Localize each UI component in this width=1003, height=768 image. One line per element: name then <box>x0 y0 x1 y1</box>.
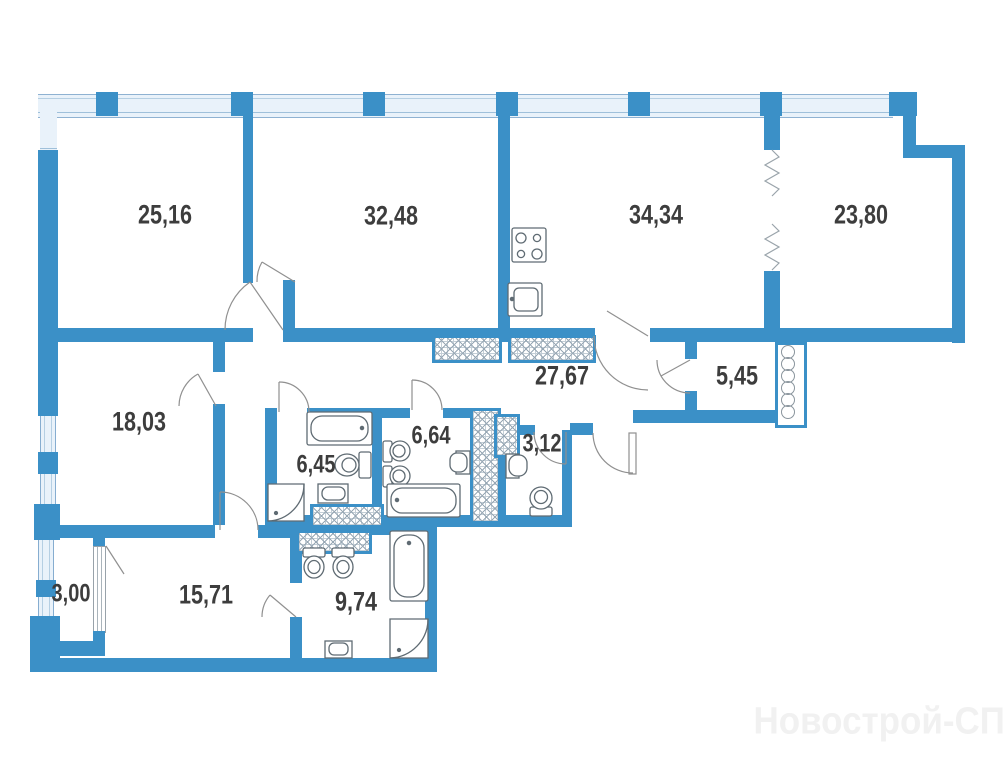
room-area-label: 6,64 <box>411 421 451 450</box>
wall <box>243 115 253 283</box>
window-icon <box>40 474 56 504</box>
room-area-label: 15,71 <box>178 579 234 610</box>
window-icon <box>40 416 56 452</box>
toilet-icon <box>334 451 372 479</box>
wall <box>44 641 105 656</box>
window-icon <box>40 94 57 154</box>
facade-pier <box>496 92 518 116</box>
facade-pier <box>760 92 782 116</box>
window-icon <box>38 540 54 580</box>
room-area-label: 23,80 <box>833 199 889 230</box>
wall <box>58 525 215 538</box>
window-icon <box>38 597 54 616</box>
washbasin-icon <box>317 483 349 504</box>
bathtub-icon <box>389 530 429 602</box>
wall <box>93 536 105 546</box>
wall <box>685 342 697 359</box>
wall <box>290 617 302 672</box>
wall <box>213 342 225 372</box>
wall <box>38 150 58 416</box>
toilet-icon <box>382 440 411 463</box>
wall <box>93 631 105 641</box>
toilet-icon <box>382 465 411 488</box>
wall <box>30 658 437 672</box>
wall <box>38 452 58 474</box>
door-swing-icon <box>105 261 691 618</box>
wall <box>633 410 800 423</box>
shower-cabin-icon <box>389 618 429 659</box>
room-area-label: 9,74 <box>334 586 378 617</box>
wall <box>258 525 290 538</box>
wall <box>213 404 225 525</box>
room-area-label: 3,12 <box>522 429 562 458</box>
facade-pier <box>628 92 650 116</box>
wall <box>764 116 780 150</box>
stove-icon <box>511 227 547 263</box>
wall <box>562 430 572 527</box>
room-area-label: 5,45 <box>715 360 759 391</box>
washbasin-icon <box>324 640 353 659</box>
wall <box>56 328 253 342</box>
facade-pier <box>231 92 253 116</box>
room-area-label: 27,67 <box>534 360 590 391</box>
wall <box>443 408 472 418</box>
wall <box>34 504 60 540</box>
wall <box>903 112 916 148</box>
wall <box>512 425 535 435</box>
ventilation-shaft-icon <box>470 408 501 524</box>
room-area-label: 25,16 <box>137 199 193 230</box>
wall <box>952 155 965 343</box>
wall <box>498 115 510 342</box>
bathtub-icon <box>386 483 461 518</box>
wall <box>425 522 437 672</box>
ventilation-shaft-icon <box>296 530 372 554</box>
room-area-label: 18,03 <box>111 406 167 437</box>
window-icon <box>93 546 106 633</box>
kitchen-sink-icon <box>507 282 543 317</box>
facade-pier <box>363 92 385 116</box>
ventilation-shaft-icon <box>508 335 596 363</box>
room-area-label: 34,34 <box>628 199 684 230</box>
washbasin-icon <box>449 450 471 475</box>
wall <box>265 408 277 527</box>
room-area-label: 6,45 <box>296 450 336 479</box>
facade-pier <box>96 92 118 116</box>
toilet-icon <box>529 486 553 517</box>
watermark: Новострой-СПб <box>753 700 1003 743</box>
wall <box>903 145 965 158</box>
wall <box>283 280 295 342</box>
wall <box>372 418 382 518</box>
wall <box>650 328 965 342</box>
room-area-label: 3,00 <box>51 579 91 608</box>
wall <box>764 271 780 342</box>
window-icon <box>38 94 893 118</box>
ventilation-shaft-icon <box>310 504 384 528</box>
partition-break-icon <box>763 149 781 271</box>
ventilation-shaft-icon <box>775 342 807 428</box>
wall <box>36 580 56 597</box>
room-area-label: 32,48 <box>363 200 419 231</box>
wall <box>570 423 593 435</box>
wall <box>307 408 410 418</box>
ventilation-shaft-icon <box>494 414 520 458</box>
ventilation-shaft-icon <box>432 335 502 363</box>
